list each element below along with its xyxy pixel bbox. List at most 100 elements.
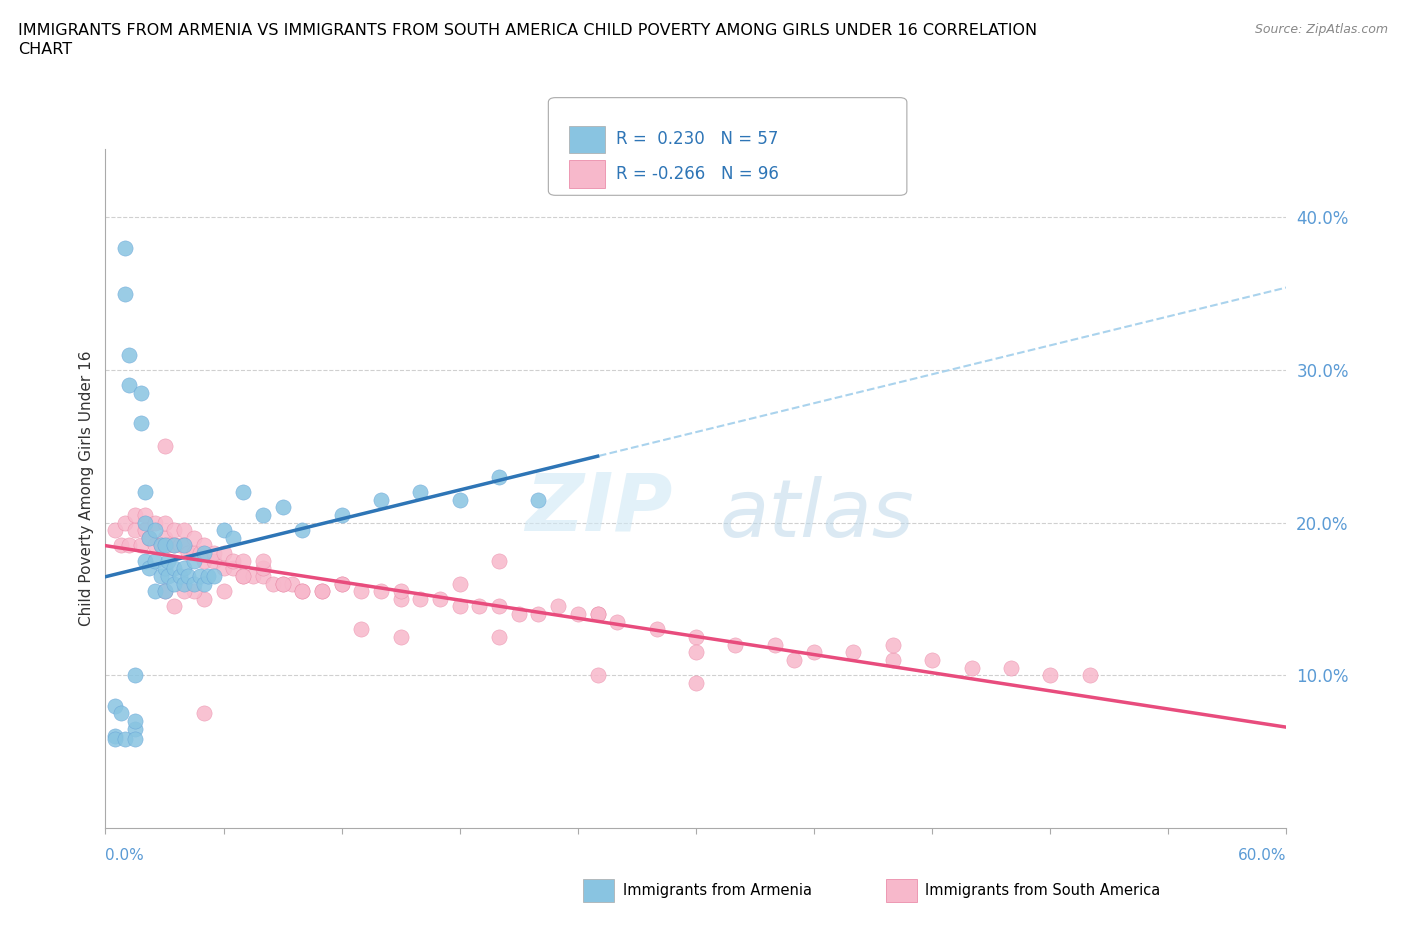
- Point: [124, 732, 146, 747]
- Point: [104, 732, 127, 747]
- Point: [183, 577, 205, 591]
- Point: [183, 553, 205, 568]
- Point: [1078, 668, 1101, 683]
- Point: [586, 668, 609, 683]
- Point: [118, 347, 141, 362]
- Point: [134, 485, 156, 499]
- Point: [124, 713, 146, 728]
- Point: [138, 530, 160, 545]
- Point: [960, 660, 983, 675]
- Point: [311, 584, 333, 599]
- Point: [163, 599, 186, 614]
- Point: [129, 538, 152, 553]
- Point: [143, 538, 166, 553]
- Point: [153, 584, 176, 599]
- Point: [488, 470, 510, 485]
- Point: [468, 599, 491, 614]
- Point: [138, 561, 160, 576]
- Point: [124, 721, 146, 736]
- Text: IMMIGRANTS FROM ARMENIA VS IMMIGRANTS FROM SOUTH AMERICA CHILD POVERTY AMONG GIR: IMMIGRANTS FROM ARMENIA VS IMMIGRANTS FR…: [18, 23, 1038, 38]
- Point: [508, 606, 530, 621]
- Point: [370, 492, 392, 507]
- Point: [173, 561, 195, 576]
- Point: [129, 385, 152, 400]
- Point: [193, 538, 215, 553]
- Text: Immigrants from South America: Immigrants from South America: [925, 883, 1160, 897]
- Point: [177, 568, 200, 583]
- Point: [488, 599, 510, 614]
- Point: [242, 568, 264, 583]
- Point: [134, 508, 156, 523]
- Text: Source: ZipAtlas.com: Source: ZipAtlas.com: [1254, 23, 1388, 36]
- Text: atlas: atlas: [720, 476, 914, 554]
- Point: [138, 530, 160, 545]
- Text: CHART: CHART: [18, 42, 72, 57]
- Point: [202, 546, 225, 561]
- Point: [163, 538, 186, 553]
- Point: [527, 606, 550, 621]
- Text: ZIP: ZIP: [524, 470, 672, 548]
- Point: [173, 577, 195, 591]
- Point: [177, 546, 200, 561]
- Point: [803, 644, 825, 659]
- Point: [281, 577, 304, 591]
- Point: [212, 546, 235, 561]
- Point: [488, 630, 510, 644]
- Point: [153, 538, 176, 553]
- Point: [685, 630, 707, 644]
- Point: [169, 568, 191, 583]
- Point: [114, 286, 136, 301]
- Point: [169, 538, 191, 553]
- Point: [212, 561, 235, 576]
- Point: [232, 568, 254, 583]
- Point: [449, 577, 471, 591]
- Point: [124, 523, 146, 538]
- Text: Immigrants from Armenia: Immigrants from Armenia: [623, 883, 811, 897]
- Point: [527, 492, 550, 507]
- Point: [153, 530, 176, 545]
- Text: R = -0.266   N = 96: R = -0.266 N = 96: [616, 165, 779, 183]
- Point: [222, 553, 245, 568]
- Point: [143, 515, 166, 530]
- Point: [193, 553, 215, 568]
- Point: [188, 546, 211, 561]
- Point: [409, 485, 432, 499]
- Point: [114, 241, 136, 256]
- Point: [291, 523, 314, 538]
- Point: [143, 584, 166, 599]
- Point: [921, 653, 943, 668]
- Point: [252, 508, 274, 523]
- Point: [763, 637, 786, 652]
- Point: [350, 584, 373, 599]
- Point: [114, 732, 136, 747]
- Point: [262, 577, 284, 591]
- Point: [134, 523, 156, 538]
- Point: [212, 523, 235, 538]
- Point: [114, 515, 136, 530]
- Point: [163, 577, 186, 591]
- Point: [252, 561, 274, 576]
- Point: [118, 378, 141, 392]
- Point: [104, 729, 127, 744]
- Point: [193, 546, 215, 561]
- Point: [645, 622, 668, 637]
- Point: [311, 584, 333, 599]
- Point: [232, 485, 254, 499]
- Point: [124, 668, 146, 683]
- Point: [173, 538, 195, 553]
- Point: [291, 584, 314, 599]
- Point: [685, 675, 707, 690]
- Point: [163, 538, 186, 553]
- Point: [449, 599, 471, 614]
- Point: [173, 538, 195, 553]
- Point: [202, 568, 225, 583]
- Point: [193, 706, 215, 721]
- Point: [202, 553, 225, 568]
- Point: [183, 530, 205, 545]
- Point: [197, 568, 219, 583]
- Point: [110, 706, 132, 721]
- Point: [183, 584, 205, 599]
- Point: [449, 492, 471, 507]
- Text: 60.0%: 60.0%: [1239, 848, 1286, 863]
- Point: [153, 439, 176, 454]
